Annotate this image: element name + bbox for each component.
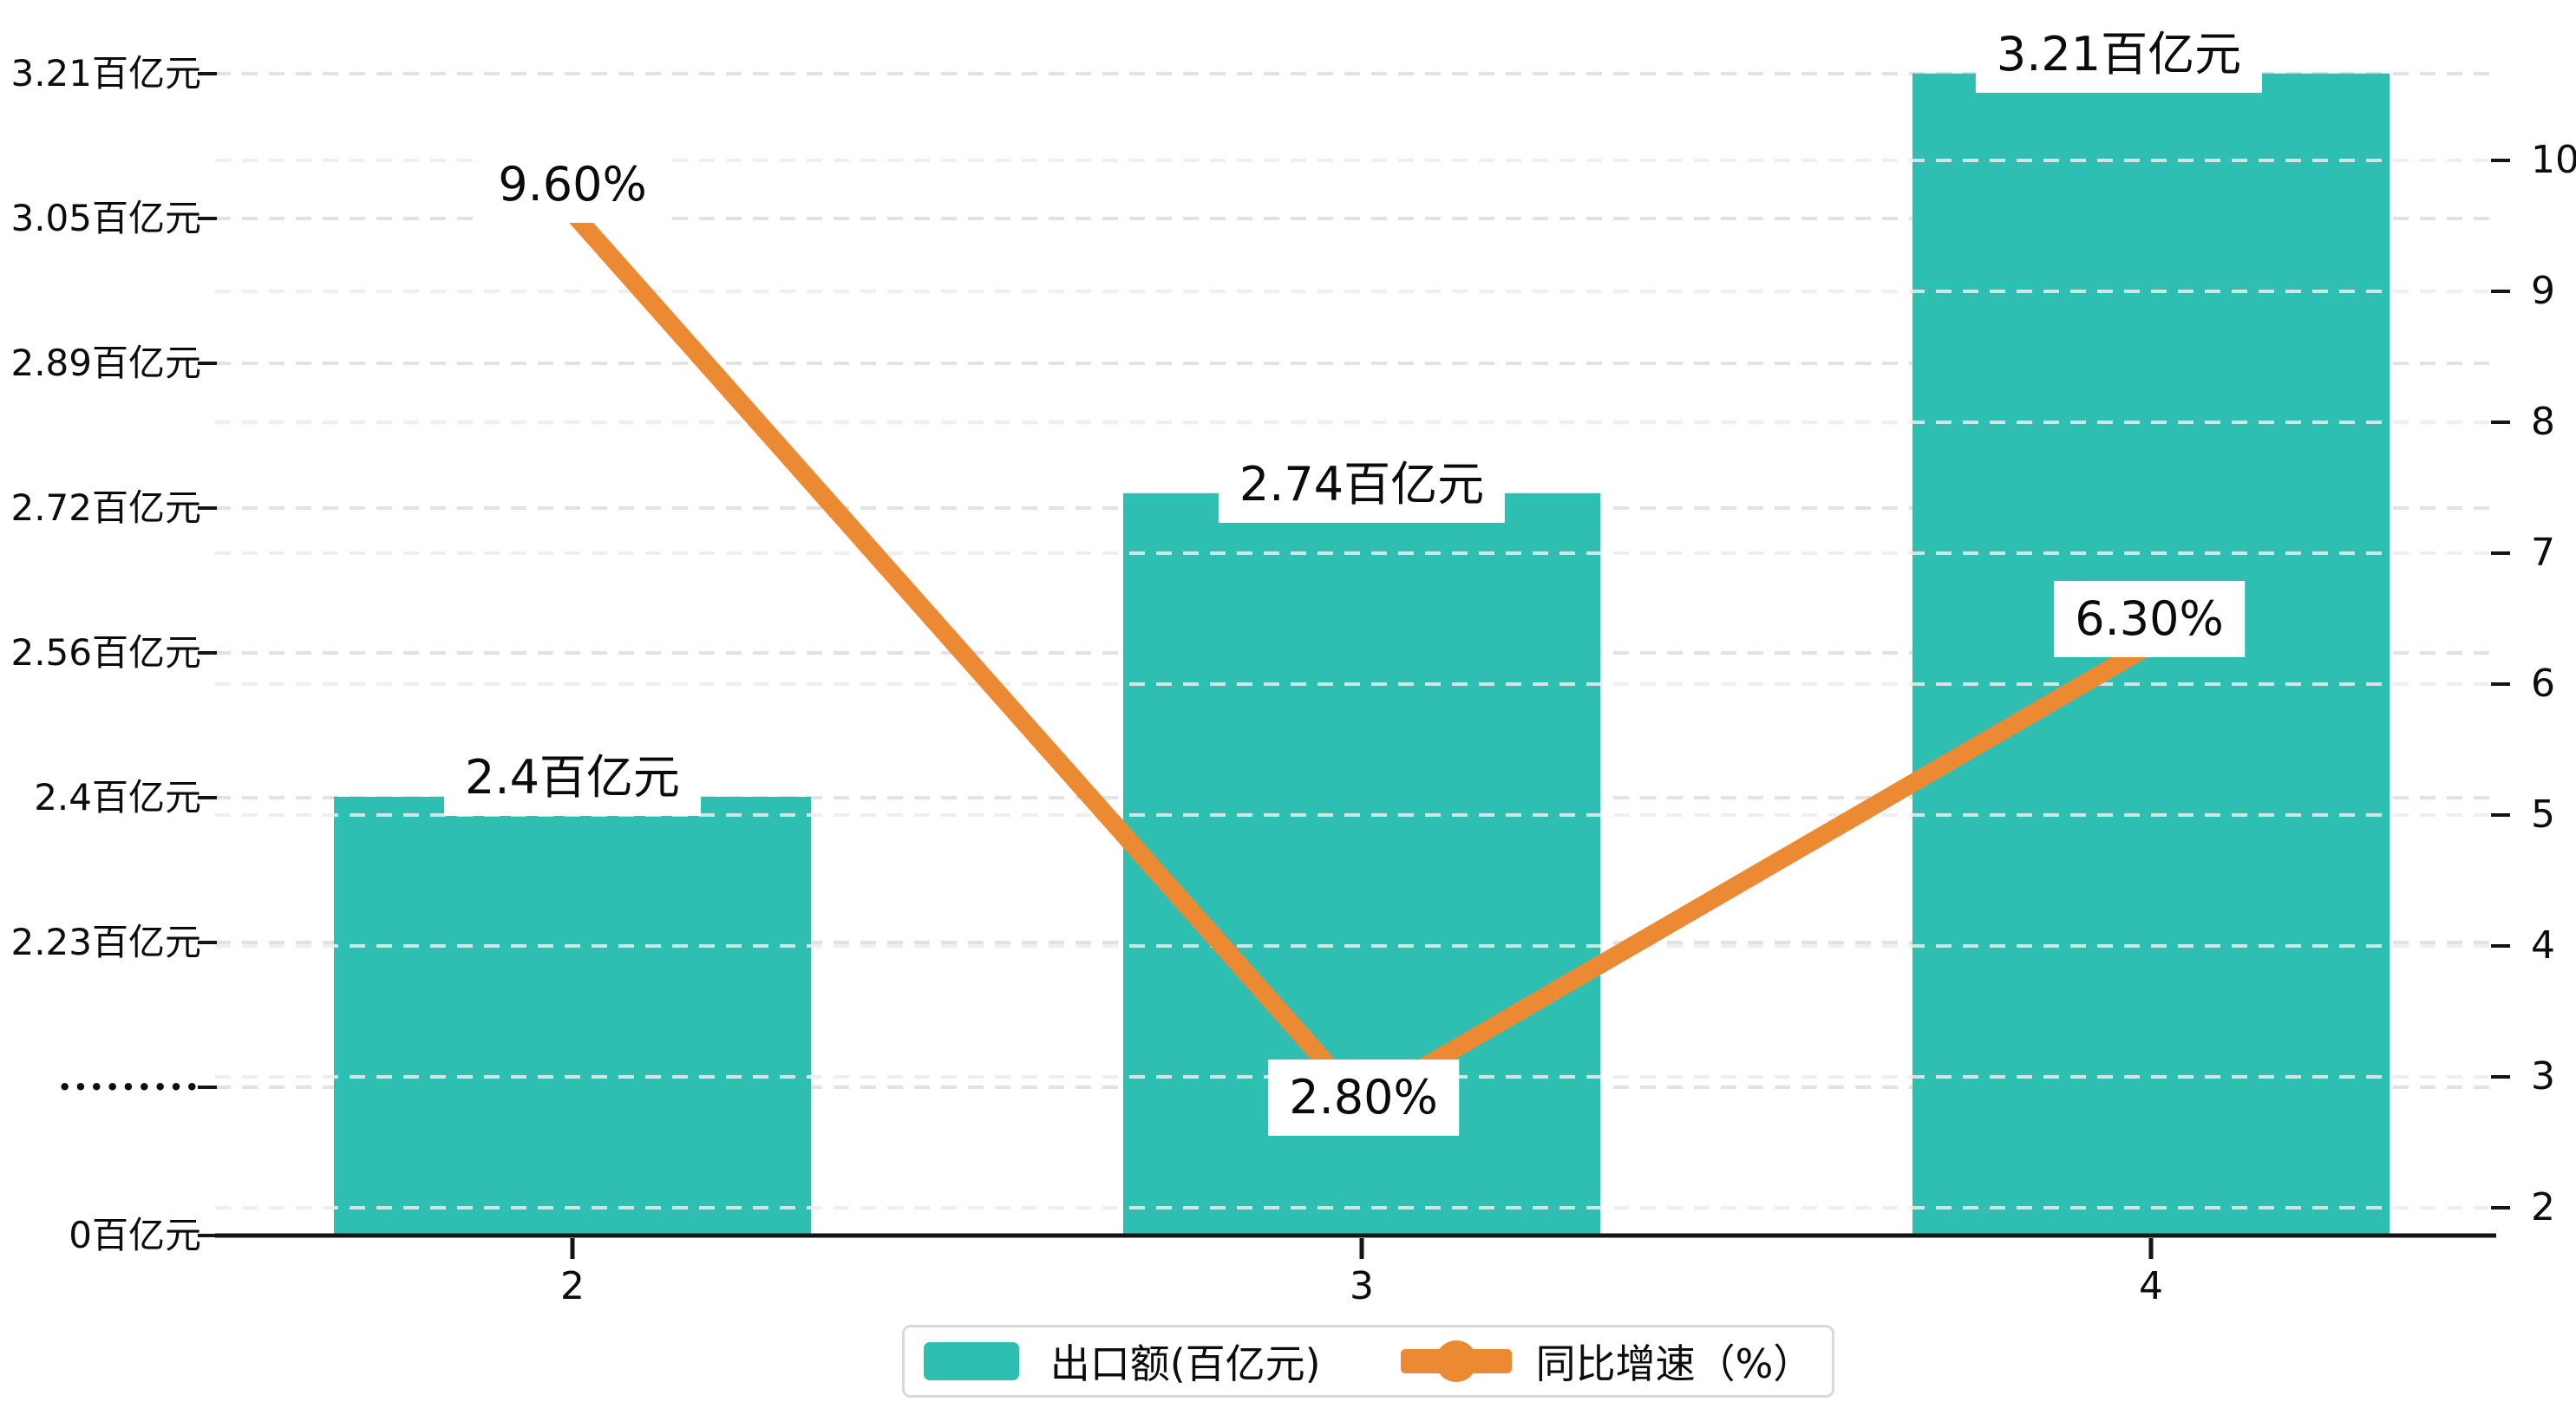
left-axis-label: •••••••••: [57, 1075, 201, 1099]
legend-bar-swatch-icon[interactable]: [923, 1342, 1019, 1380]
right-axis-label: 7: [2531, 531, 2555, 575]
left-axis-label: 2.56百亿元: [10, 631, 201, 674]
bar-value-label: 2.74百亿元: [1218, 446, 1506, 523]
bar-value-label: 2.4百亿元: [444, 740, 701, 816]
right-axis-label: 2: [2531, 1185, 2555, 1229]
left-axis-label: 2.89百亿元: [10, 342, 201, 384]
right-axis-label: 4: [2531, 923, 2555, 968]
left-axis-label: 2.72百亿元: [10, 486, 201, 529]
right-axis-label: 8: [2531, 400, 2555, 444]
line-value-label: 2.80%: [1268, 1060, 1459, 1137]
right-axis-label: 6: [2531, 662, 2555, 706]
line-value-label: 9.60%: [477, 147, 668, 224]
right-axis-label: 10: [2531, 138, 2576, 182]
left-axis-label: 2.23百亿元: [10, 921, 201, 963]
legend-dot-icon: [1435, 1340, 1477, 1382]
left-axis-label: 2.4百亿元: [34, 776, 201, 818]
legend-line-dot-icon[interactable]: [1400, 1340, 1512, 1382]
axis-layer: [198, 72, 2510, 1259]
x-axis-label: 4: [2139, 1264, 2163, 1308]
legend-bar-label[interactable]: 出口额(百亿元): [1049, 1340, 1321, 1387]
x-axis-label: 2: [560, 1264, 585, 1308]
bar-value-label: 3.21百亿元: [1975, 16, 2263, 93]
right-axis-label: 9: [2531, 269, 2555, 313]
left-axis-label: 3.21百亿元: [10, 52, 201, 95]
legend[interactable]: 出口额(百亿元) 同比增速（%）: [902, 1325, 1834, 1398]
right-axis-label: 3: [2531, 1054, 2555, 1099]
right-axis-label: 5: [2531, 792, 2555, 837]
left-axis-label: 3.05百亿元: [10, 197, 201, 239]
bar[interactable]: [334, 797, 811, 1234]
x-axis-label: 3: [1350, 1264, 1374, 1308]
legend-line-label[interactable]: 同比增速（%）: [1535, 1340, 1814, 1387]
left-axis-label: 0百亿元: [69, 1214, 201, 1256]
line-value-label: 6.30%: [2054, 580, 2245, 657]
